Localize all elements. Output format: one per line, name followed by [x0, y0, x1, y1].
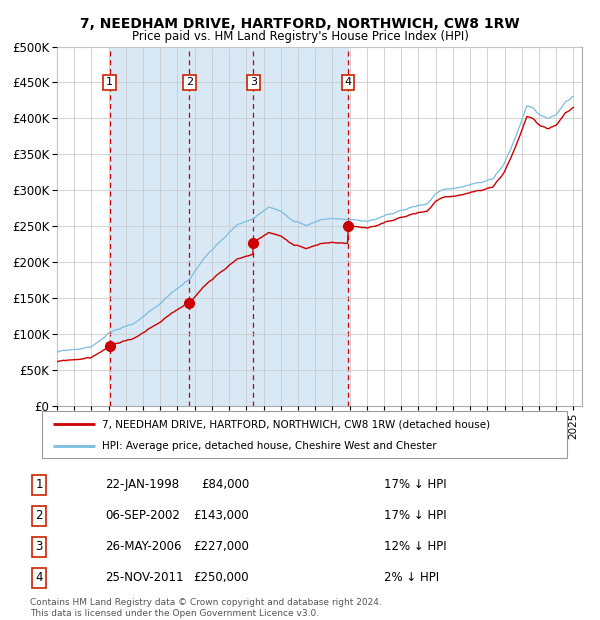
Text: 22-JAN-1998: 22-JAN-1998 — [105, 479, 179, 491]
Text: £250,000: £250,000 — [193, 572, 249, 584]
Text: £227,000: £227,000 — [193, 541, 249, 553]
Text: 2: 2 — [186, 78, 193, 87]
Text: 1: 1 — [35, 479, 43, 491]
Text: £84,000: £84,000 — [201, 479, 249, 491]
Text: 4: 4 — [35, 572, 43, 584]
Text: 4: 4 — [344, 78, 352, 87]
Text: 7, NEEDHAM DRIVE, HARTFORD, NORTHWICH, CW8 1RW (detached house): 7, NEEDHAM DRIVE, HARTFORD, NORTHWICH, C… — [103, 419, 491, 429]
Text: 2: 2 — [35, 510, 43, 522]
Text: Contains HM Land Registry data © Crown copyright and database right 2024.: Contains HM Land Registry data © Crown c… — [30, 598, 382, 607]
Text: Price paid vs. HM Land Registry's House Price Index (HPI): Price paid vs. HM Land Registry's House … — [131, 30, 469, 43]
Text: 12% ↓ HPI: 12% ↓ HPI — [384, 541, 446, 553]
Bar — [110, 46, 348, 406]
Text: £143,000: £143,000 — [193, 510, 249, 522]
Text: HPI: Average price, detached house, Cheshire West and Chester: HPI: Average price, detached house, Ches… — [103, 441, 437, 451]
Text: 2% ↓ HPI: 2% ↓ HPI — [384, 572, 439, 584]
Text: 17% ↓ HPI: 17% ↓ HPI — [384, 510, 446, 522]
Text: 17% ↓ HPI: 17% ↓ HPI — [384, 479, 446, 491]
Text: 3: 3 — [250, 78, 257, 87]
Text: This data is licensed under the Open Government Licence v3.0.: This data is licensed under the Open Gov… — [30, 609, 319, 618]
Text: 3: 3 — [35, 541, 43, 553]
Text: 26-MAY-2006: 26-MAY-2006 — [105, 541, 182, 553]
Text: 25-NOV-2011: 25-NOV-2011 — [105, 572, 184, 584]
Text: 1: 1 — [106, 78, 113, 87]
Text: 7, NEEDHAM DRIVE, HARTFORD, NORTHWICH, CW8 1RW: 7, NEEDHAM DRIVE, HARTFORD, NORTHWICH, C… — [80, 17, 520, 32]
Text: 06-SEP-2002: 06-SEP-2002 — [105, 510, 180, 522]
